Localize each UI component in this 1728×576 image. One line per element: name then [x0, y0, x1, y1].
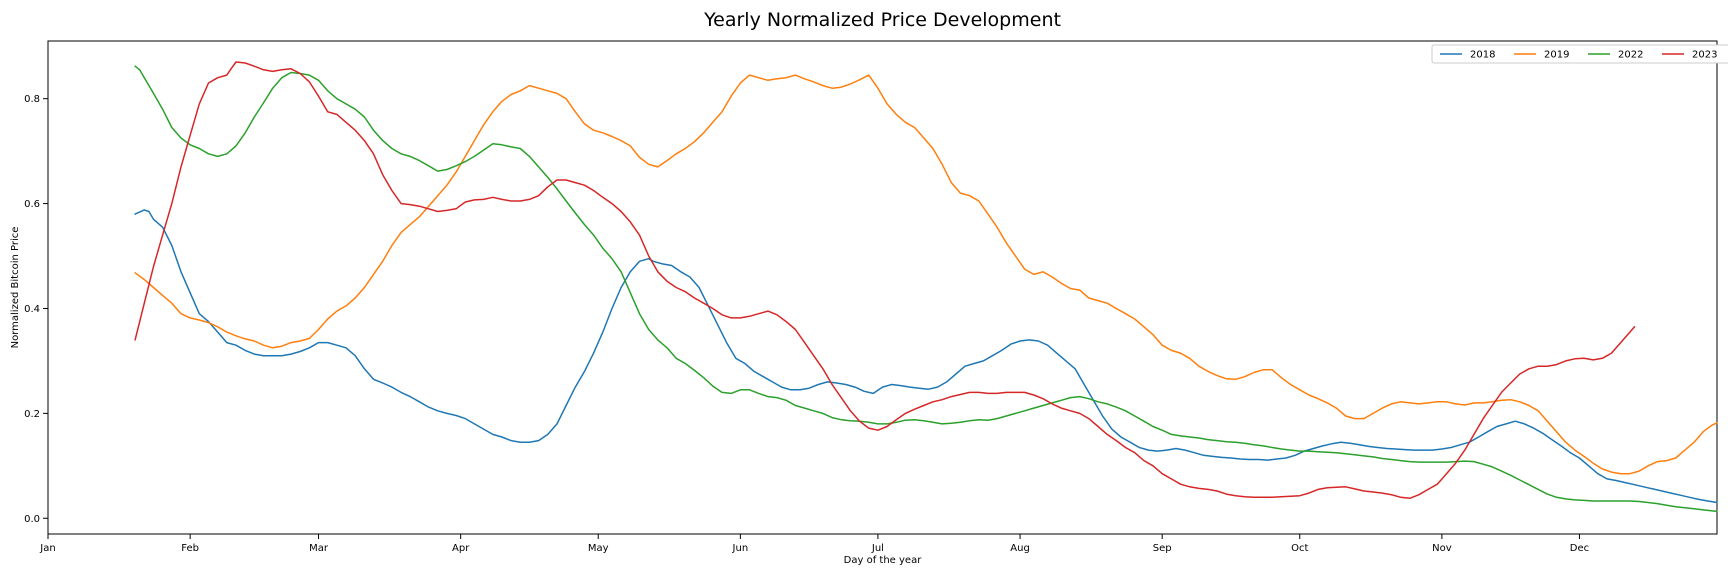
y-tick-label: 0.0 — [24, 514, 40, 525]
x-tick-label: Sep — [1153, 543, 1172, 554]
x-tick-label: Dec — [1570, 543, 1589, 554]
x-axis: Jan Feb Mar Apr May Jun Jul Aug Sep Oct Nov Dec — [39, 534, 1589, 554]
x-tick-label: Nov — [1432, 543, 1452, 554]
x-axis-label: Day of the year — [844, 555, 923, 566]
legend-label-2019: 2019 — [1544, 50, 1569, 61]
y-axis: 0.0 0.2 0.4 0.6 0.8 — [24, 94, 48, 525]
series-line-2022 — [134, 65, 1718, 513]
legend-box — [1431, 44, 1728, 64]
x-tick-label: May — [588, 543, 609, 554]
series-line-2019 — [134, 74, 1718, 475]
x-tick-label: Mar — [309, 543, 329, 554]
y-tick-label: 0.6 — [24, 199, 40, 210]
x-tick-label: Jan — [39, 543, 55, 554]
y-tick-label: 0.4 — [24, 304, 40, 315]
x-tick-label: Aug — [1010, 543, 1030, 554]
plot-area — [47, 40, 1718, 535]
series-layer — [134, 61, 1718, 513]
y-tick-label: 0.2 — [24, 409, 40, 420]
chart-title: Yearly Normalized Price Development — [703, 9, 1061, 31]
x-tick-label: Feb — [181, 543, 199, 554]
series-line-2018 — [134, 209, 1718, 504]
legend-label-2023: 2023 — [1692, 50, 1717, 61]
x-tick-label: Oct — [1291, 543, 1308, 554]
legend-label-2022: 2022 — [1618, 50, 1643, 61]
y-axis-label: Normalized Bitcoin Price — [10, 227, 21, 349]
y-tick-label: 0.8 — [24, 94, 40, 105]
x-tick-label: Jun — [732, 543, 749, 554]
series-line-2023 — [134, 61, 1636, 500]
legend: 2018 2019 2022 2023 — [1431, 44, 1728, 64]
legend-label-2018: 2018 — [1470, 50, 1495, 61]
x-tick-label: Jul — [871, 543, 884, 554]
x-tick-label: Apr — [452, 543, 470, 554]
